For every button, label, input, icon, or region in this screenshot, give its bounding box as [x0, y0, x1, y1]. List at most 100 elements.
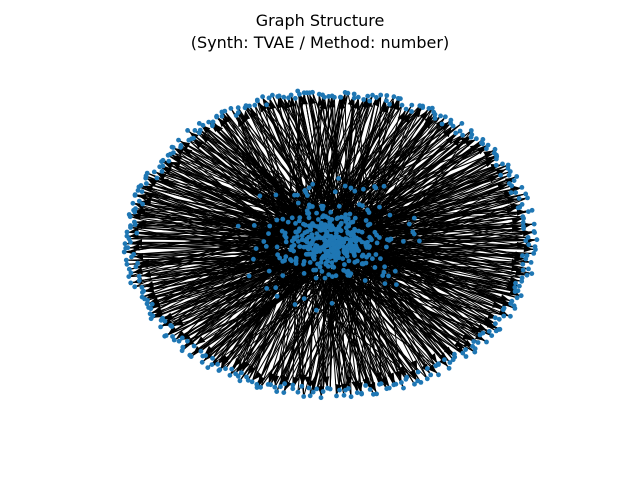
graph-node [333, 257, 338, 263]
graph-node [307, 393, 313, 399]
edge-arrowhead [144, 192, 154, 200]
graph-node [310, 389, 316, 395]
graph-node [391, 94, 397, 100]
graph-node [382, 281, 388, 286]
graph-node [468, 128, 474, 133]
graph-node [123, 257, 129, 263]
graph-node [438, 113, 443, 119]
graph-edge [172, 147, 322, 263]
graph-node [354, 390, 360, 396]
graph-node [125, 245, 131, 251]
graph-edge [284, 253, 355, 384]
graph-node [214, 113, 220, 119]
graph-node [306, 185, 312, 191]
graph-node [385, 237, 390, 243]
graph-node [274, 244, 280, 250]
graph-edge [303, 125, 454, 225]
edge-arrowhead [443, 128, 452, 138]
edge-arrowhead [352, 99, 360, 110]
graph-node [403, 106, 409, 112]
graph-node [352, 215, 358, 221]
edge-arrowhead [136, 208, 146, 216]
graph-node [171, 150, 176, 156]
edge-arrowhead [174, 318, 184, 326]
graph-node [160, 163, 166, 169]
graph-edge [348, 247, 367, 262]
graph-node [346, 258, 352, 264]
graph-node [471, 339, 477, 344]
graph-edge [130, 241, 322, 260]
graph-node [521, 216, 526, 221]
edge-arrowhead [132, 239, 143, 247]
graph-node [347, 240, 353, 246]
graph-node [305, 251, 311, 257]
graph-node [492, 146, 498, 152]
graph-node [191, 135, 196, 141]
figure-title: Graph Structure [255, 11, 385, 30]
graph-node [367, 98, 373, 104]
graph-node [290, 386, 296, 392]
graph-node [160, 157, 166, 163]
graph-edge [308, 267, 376, 389]
graph-node [134, 230, 140, 236]
graph-node [348, 232, 354, 238]
graph-node [330, 274, 335, 279]
graph-node [319, 269, 325, 274]
graph-node [336, 235, 342, 240]
graph-node [141, 288, 147, 294]
graph-node [223, 366, 228, 372]
edge-arrowhead [269, 100, 276, 110]
graph-node [432, 112, 438, 117]
edge-arrowhead [146, 291, 157, 298]
edge-arrowhead [484, 156, 495, 164]
graph-edge [349, 174, 501, 215]
edge-arrowhead [250, 108, 258, 118]
edge-arrowhead [322, 376, 330, 386]
graph-edge [303, 258, 344, 397]
graph-node [128, 270, 134, 276]
graph-node [433, 363, 439, 369]
graph-node [297, 244, 303, 249]
graph-node [293, 255, 299, 261]
graph-node [138, 183, 144, 188]
edge-arrowhead [201, 134, 211, 144]
graph-edge [297, 263, 364, 393]
graph-node [168, 323, 174, 328]
graph-edge [237, 107, 286, 234]
edge-arrowhead [130, 243, 140, 251]
graph-node [323, 228, 328, 233]
edge-arrowhead [401, 113, 410, 123]
edge-arrowhead [372, 97, 380, 107]
edge-arrowhead [268, 372, 276, 383]
graph-node [365, 93, 371, 99]
graph-node [314, 210, 319, 216]
edge-arrowhead [156, 173, 167, 180]
graph-node [332, 189, 338, 195]
graph-node [197, 127, 203, 133]
edge-arrowhead [304, 376, 311, 386]
graph-node [520, 267, 526, 273]
graph-node [130, 200, 136, 206]
graph-node [519, 185, 525, 190]
graph-node [288, 92, 294, 98]
graph-node [352, 228, 358, 234]
graph-node [281, 390, 287, 395]
graph-node [387, 101, 392, 107]
graph-node [439, 121, 445, 127]
edge-arrowhead [152, 306, 163, 313]
graph-node [301, 271, 307, 276]
graph-node [472, 349, 478, 355]
graph-node [338, 228, 344, 234]
graph-edge [218, 269, 344, 371]
graph-node [365, 222, 371, 228]
graph-edge [274, 241, 357, 388]
graph-node [270, 92, 275, 98]
edge-arrowhead [517, 241, 527, 249]
edge-arrowhead [514, 254, 524, 262]
graph-node [494, 156, 499, 162]
graph-edge [287, 97, 325, 223]
graph-node [345, 90, 351, 96]
graph-node [343, 387, 348, 393]
graph-edge [221, 116, 291, 260]
graph-node [321, 254, 327, 259]
